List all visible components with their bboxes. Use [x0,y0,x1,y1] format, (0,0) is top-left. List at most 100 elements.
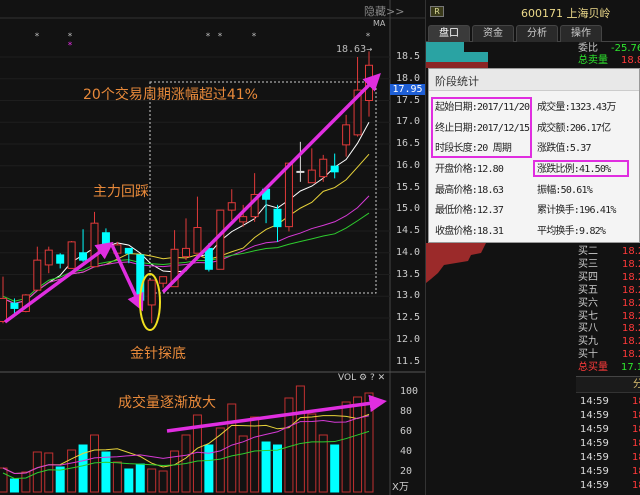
volume-bar [158,470,168,493]
candle-body [10,302,19,309]
bid-label: 买三 [578,258,598,270]
bid-price: 18.2 [622,349,640,361]
tab-analysis[interactable]: 分析 [516,25,558,42]
signal-star-magenta: * [68,41,73,51]
close-price: 收盘价格:18.31 [435,226,504,237]
bid-price: 18.2 [622,284,640,296]
hide-button[interactable]: 隐藏>> [364,5,405,18]
price-axis-tick: 14.0 [396,246,421,258]
vol-label: VOL [338,373,357,383]
bid-label: 买六 [578,297,598,309]
tab-funds[interactable]: 资金 [472,25,514,42]
ma30-line [2,212,370,302]
price-axis-tick: 16.5 [396,138,421,149]
change-value: 涨跌值:5.37 [537,143,591,154]
vol-header: VOL ⚙ ? ✕ [338,373,385,384]
bid-label: 买七 [578,310,598,322]
amount: 成交额:206.17亿 [537,123,611,134]
volume: 成交量:1323.43万 [537,102,616,113]
high-price: 最高价格:18.63 [435,185,504,196]
candle-body [284,162,293,228]
candle-body [44,249,53,266]
help-icon[interactable]: ? [369,373,375,383]
volume-bar [170,450,180,493]
candle-body [342,124,351,146]
volume-bar [78,444,88,493]
sell-total-value: 18.8 [621,55,640,66]
volume-bar [215,427,225,493]
volume-bar [135,463,145,493]
panel-tabs: 盘口 资金 分析 操作 [426,25,640,42]
range-box [149,81,377,294]
price-axis-tick: 15.0 [396,203,421,215]
current-price-tag: 17.95 [390,83,425,95]
tab-pankou[interactable]: 盘口 [428,25,470,42]
volume-bar [9,478,19,493]
change-pct: 涨跌比例:41.50% [537,164,611,175]
volume-axis-tick: 100 [400,386,419,397]
candle-body [101,232,110,245]
tick-price: 18 [632,452,640,463]
volume-bar [0,467,8,493]
candle-body [330,165,339,173]
price-axis-tick: 11.5 [396,355,421,367]
vol-ma20-line [2,430,370,480]
bid-label: 买五 [578,284,598,296]
tick-price: 18 [632,438,640,449]
bid-price: 18.2 [622,336,640,348]
tick-price: 18 [632,396,640,407]
volume-bar [341,401,351,493]
vol-ma5-line [2,413,370,475]
close-icon[interactable]: ✕ [377,373,386,383]
volume-bar [307,413,317,493]
stock-title: 600171 上海贝岭 [521,7,611,20]
signal-star: * [218,32,223,42]
bid-price: 18.2 [622,271,640,283]
bid-price: 18.2 [622,297,640,309]
volume-bar [55,466,65,493]
candle-body [79,252,88,261]
candle-body [33,259,42,291]
candle-body [147,279,156,306]
volume-bar [330,444,340,493]
candle-body [296,170,305,173]
volume-bar [295,385,305,493]
depth-sell-bar [426,62,488,68]
tick-price: 18 [632,424,640,435]
price-axis-tick: 18.0 [396,72,421,84]
amplitude: 振幅:50.61% [537,185,593,196]
volume-bar [44,452,54,493]
sell-total-label: 总卖量 [578,55,608,66]
volume-bar [250,416,260,493]
volume-axis-tick: 60 [400,426,413,437]
bid-label: 买九 [578,336,598,348]
dialog-title: 阶段统计 [429,69,639,91]
volume-bar [261,441,271,493]
r-badge[interactable]: R [430,6,444,17]
candle-body [273,208,282,228]
stage-stats-dialog: 阶段统计 起始日期:2017/11/20 终止日期:2017/12/15 时段长… [428,68,640,243]
volume-bar [21,471,31,493]
depth-sell-bar [426,42,464,52]
volume-axis-tick: 40 [400,446,413,457]
volume-axis-tick: 20 [400,466,413,477]
tick-time: 14:59 [580,480,609,491]
candle-body [227,202,236,211]
tick-time: 14:59 [580,410,609,421]
tab-operation[interactable]: 操作 [560,25,602,42]
candle-body [239,216,248,223]
tick-time: 14:59 [580,466,609,477]
date-highlight [431,97,532,158]
candle-body [159,276,168,284]
tick-time: 14:59 [580,424,609,435]
candle-body [56,254,65,264]
tick-time: 14:59 [580,396,609,407]
kline-chart[interactable]: * * * * * ** [0,0,425,495]
ma5-line [2,122,370,304]
price-axis-tick: 13.0 [396,290,421,302]
gear-icon[interactable]: ⚙ [358,373,368,383]
price-axis-tick: 17.5 [396,94,421,106]
candle-body [90,222,99,268]
annotation-pullback: 主力回踩 [93,184,149,200]
price-axis-tick: 17.0 [396,116,421,128]
